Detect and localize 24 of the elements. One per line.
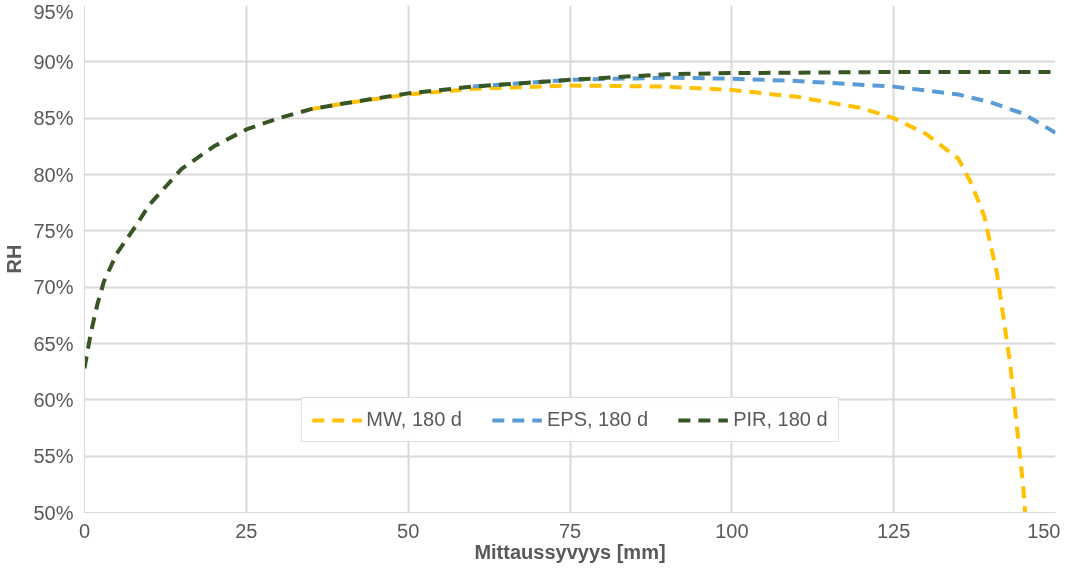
line-series	[470, 75, 1056, 135]
y-axis-title: RH	[3, 244, 26, 274]
y-tick-label: 90%	[33, 50, 74, 73]
y-tick-label: 80%	[33, 163, 74, 186]
line-series	[309, 83, 1028, 513]
x-axis-title: Mittaussyvyys [mm]	[474, 540, 666, 563]
x-tick-label: 125	[876, 519, 911, 542]
x-tick-label: 150	[1027, 519, 1061, 542]
x-tick-label: 50	[397, 519, 420, 542]
y-tick-label: 55%	[33, 445, 74, 468]
legend-label: MW, 180 d	[366, 408, 462, 431]
y-tick-label: 85%	[33, 107, 74, 130]
y-tick-label: 75%	[33, 219, 74, 242]
y-tick-label: 60%	[33, 388, 74, 411]
y-tick-label: 95%	[33, 0, 74, 23]
y-tick-label: 50%	[33, 501, 74, 524]
x-tick-label: 25	[235, 519, 258, 542]
x-tick-label: 0	[78, 519, 91, 542]
legend-label: PIR, 180 d	[733, 408, 828, 431]
y-tick-label: 65%	[33, 332, 74, 355]
x-tick-label: 75	[558, 519, 582, 542]
y-tick-label: 70%	[33, 276, 74, 299]
x-tick-label: 100	[715, 519, 749, 542]
legend-label: EPS, 180 d	[546, 408, 649, 431]
